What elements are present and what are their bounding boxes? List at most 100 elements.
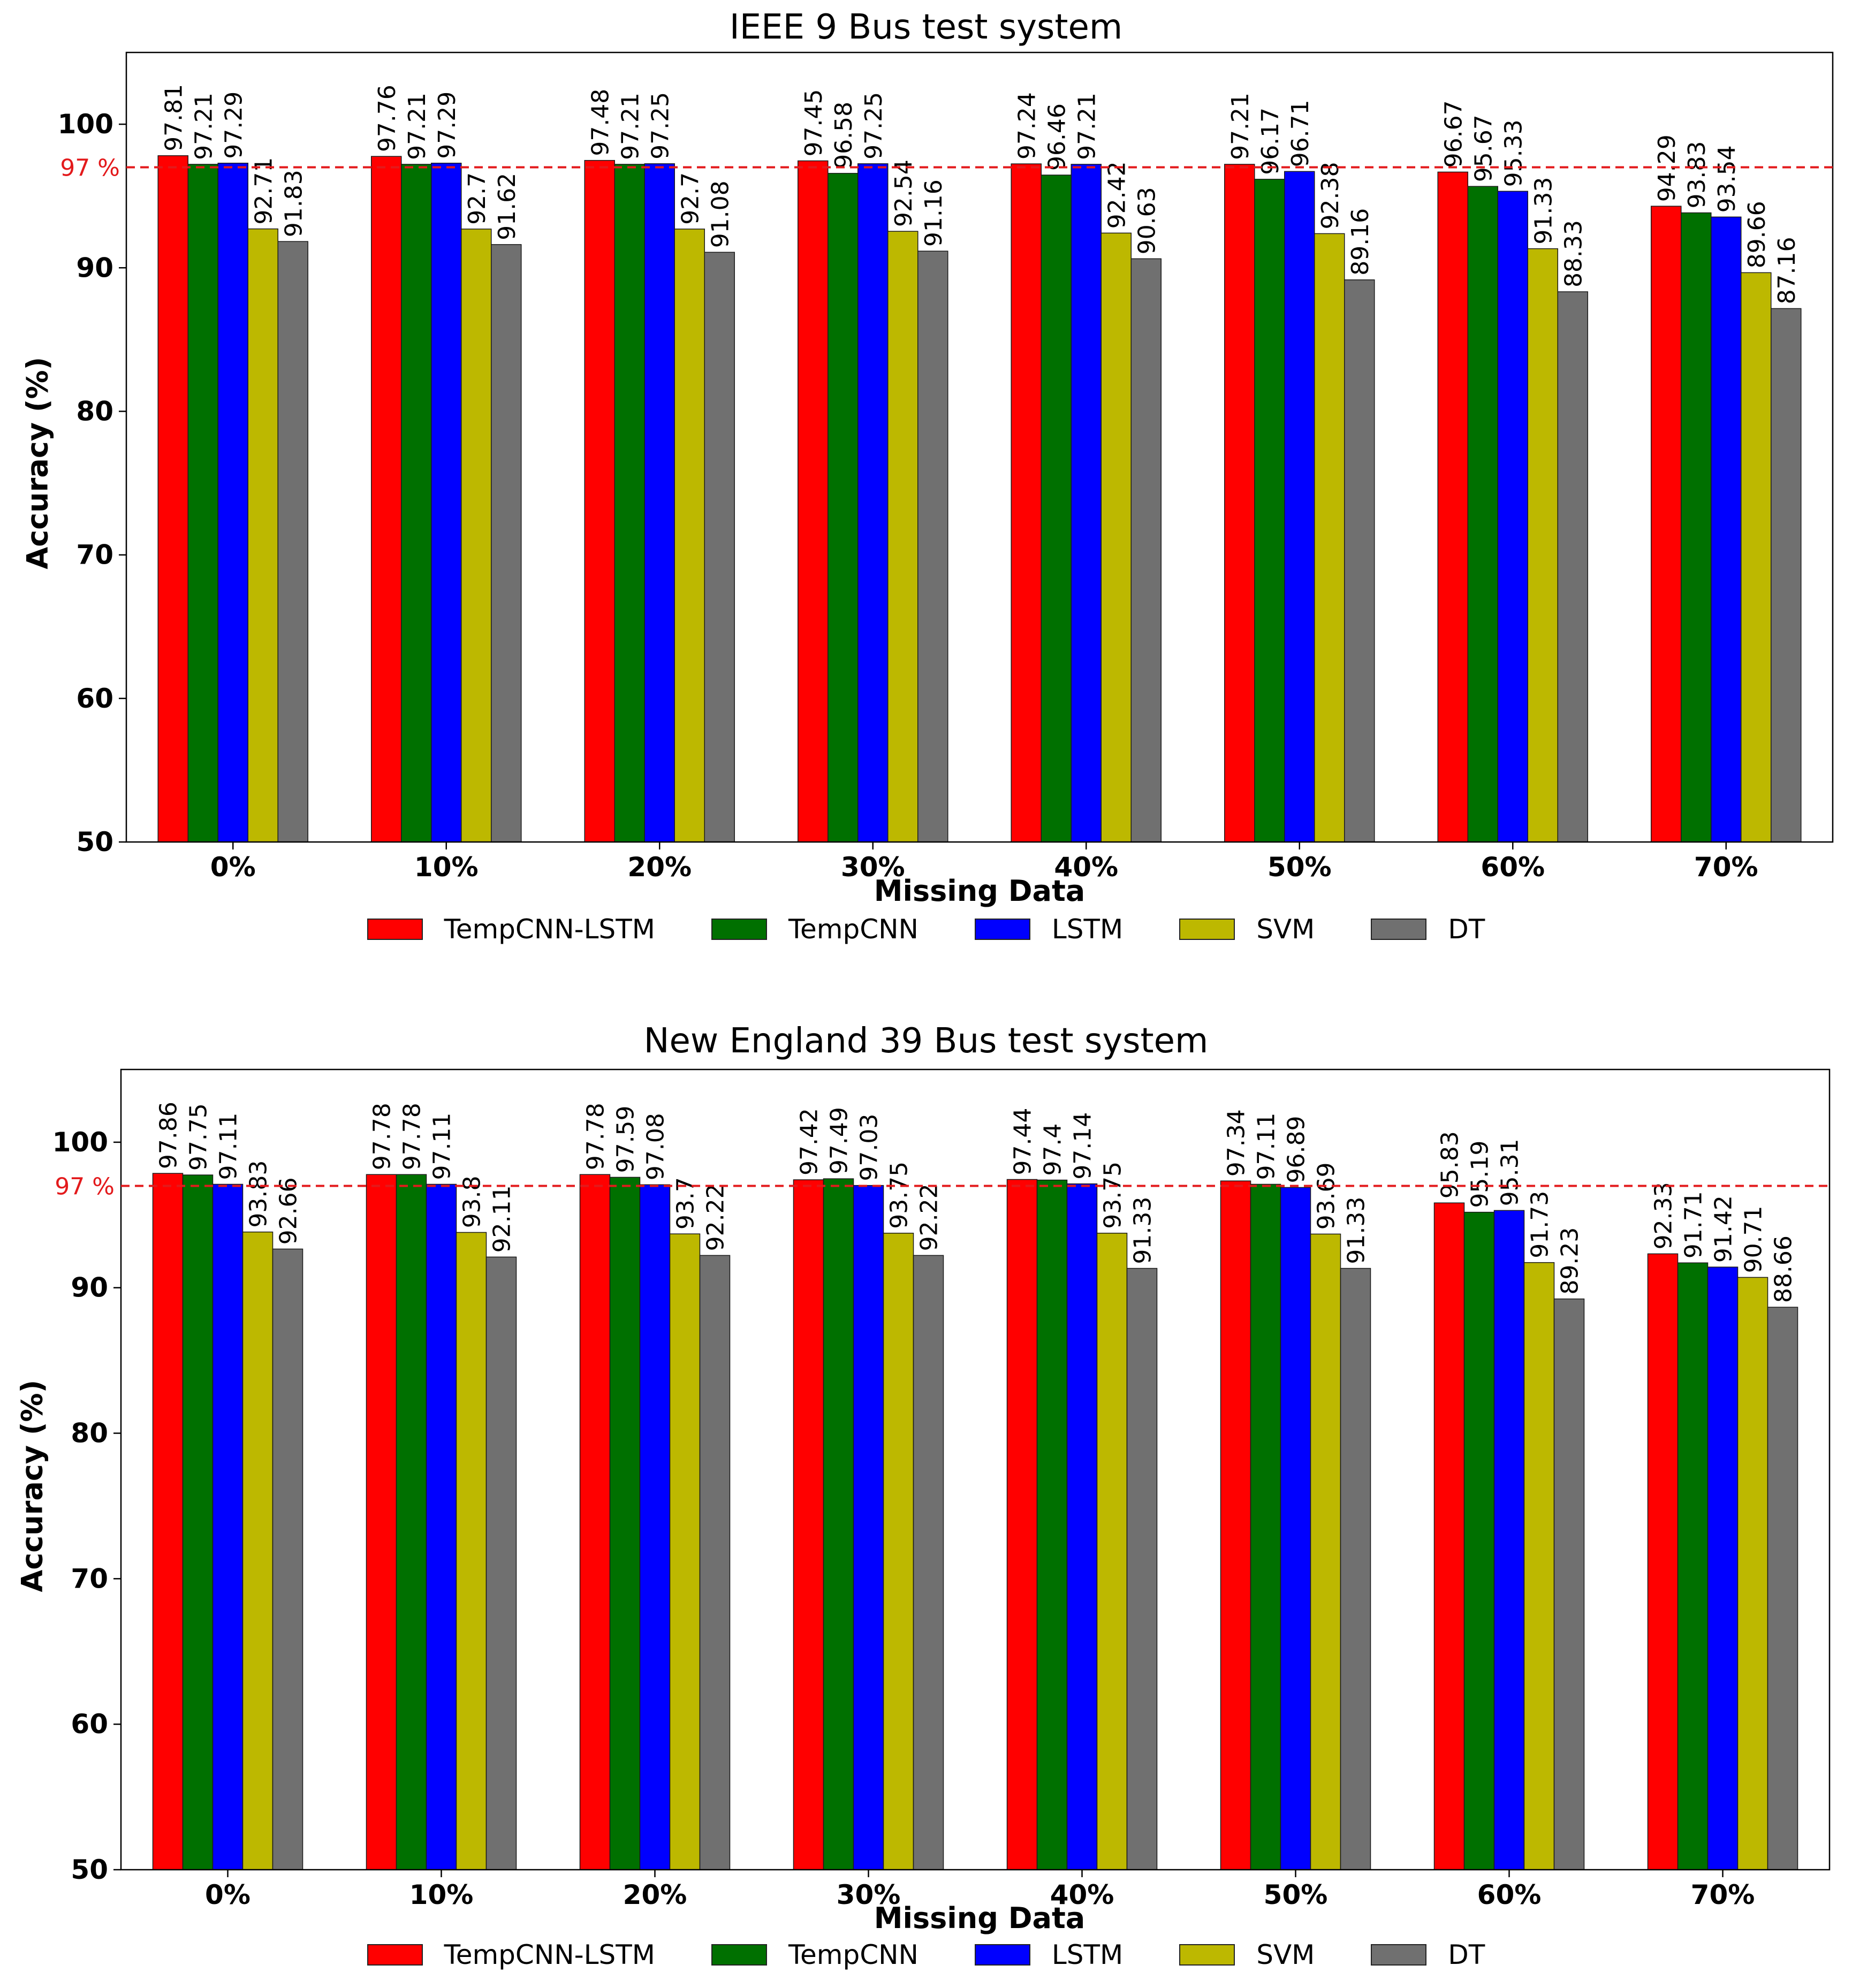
data-label: 95.19 <box>1467 1141 1494 1208</box>
data-label: 88.33 <box>1560 220 1587 287</box>
data-label: 93.69 <box>1313 1162 1340 1230</box>
data-label: 93.83 <box>1683 141 1711 209</box>
data-label: 97.11 <box>215 1112 242 1180</box>
bar-dt-70 <box>1767 1307 1798 1870</box>
legend-item-tempcnn: TempCNN <box>711 914 919 945</box>
bar-tempcnn-lstm-20 <box>579 1174 611 1870</box>
y-tick-label: 80 <box>76 396 113 427</box>
y-tick-label: 50 <box>76 826 113 858</box>
chart-panel-new-england-39: New England 39 Bus test system 97.86 97.7… <box>0 1006 1852 1988</box>
bar-lstm-0 <box>212 1183 244 1870</box>
bar-dt-40 <box>1126 1268 1158 1870</box>
bar-tempcnn-lstm-50 <box>1220 1180 1251 1870</box>
bar-lstm-0 <box>217 163 248 843</box>
legend-swatch <box>1179 919 1235 940</box>
data-label: 97.59 <box>612 1105 640 1173</box>
data-label: 93.54 <box>1713 145 1741 213</box>
bar-lstm-30 <box>853 1185 884 1870</box>
data-label: 91.16 <box>920 179 947 247</box>
bar-svm-0 <box>242 1231 274 1870</box>
data-label: 97.78 <box>582 1103 610 1170</box>
bar-svm-60 <box>1527 248 1558 843</box>
data-label: 92.22 <box>702 1183 730 1251</box>
bar-tempcnn-lstm-70 <box>1647 1253 1679 1870</box>
data-label: 92.54 <box>890 160 917 227</box>
chart-legend: TempCNN-LSTM TempCNN LSTM SVM DT <box>0 914 1852 945</box>
bar-lstm-40 <box>1071 164 1102 843</box>
data-label: 97.11 <box>429 1112 456 1180</box>
y-tick-label: 80 <box>71 1418 108 1449</box>
bar-dt-10 <box>491 244 522 843</box>
x-tick-label: 30% <box>837 1879 901 1910</box>
bar-lstm-30 <box>857 163 889 843</box>
data-label: 91.62 <box>494 173 521 240</box>
data-label: 97.11 <box>1253 1112 1280 1180</box>
x-tick-label: 40% <box>1054 852 1118 883</box>
bar-tempcnn-40 <box>1036 1179 1068 1870</box>
y-tick-label: 60 <box>76 683 113 714</box>
bar-lstm-40 <box>1066 1183 1098 1870</box>
data-label: 97.14 <box>1069 1112 1097 1180</box>
x-tick-label: 40% <box>1050 1879 1114 1910</box>
y-tick-label: 100 <box>52 1127 108 1158</box>
data-label: 97.21 <box>404 93 431 160</box>
legend-swatch <box>1371 919 1427 940</box>
data-label: 93.8 <box>459 1175 486 1228</box>
data-label: 90.71 <box>1740 1205 1767 1273</box>
bar-svm-20 <box>674 229 705 843</box>
data-label: 96.89 <box>1283 1116 1310 1183</box>
x-tick-label: 10% <box>409 1879 474 1910</box>
data-label: 97.29 <box>220 92 247 159</box>
x-tick-label: 60% <box>1481 852 1545 883</box>
data-label: 97.44 <box>1010 1108 1037 1175</box>
legend-label: DT <box>1448 914 1485 945</box>
bar-tempcnn-10 <box>401 164 432 843</box>
data-label: 97.24 <box>1013 92 1041 160</box>
data-label: 96.17 <box>1257 108 1284 175</box>
legend-swatch <box>1179 1944 1235 1966</box>
bar-lstm-70 <box>1707 1266 1739 1870</box>
chart-plot: 97.81 97.76 97.48 97.45 97.24 97.21 96.6794.29… <box>58 51 1834 883</box>
bar-tempcnn-60 <box>1467 186 1498 843</box>
bar-tempcnn-40 <box>1041 174 1072 843</box>
data-label: 97.21 <box>190 93 217 160</box>
y-tick-label: 70 <box>76 540 113 571</box>
x-tick-label: 20% <box>623 1879 687 1910</box>
y-tick-label: 60 <box>71 1709 108 1740</box>
data-label: 91.71 <box>1680 1191 1707 1258</box>
data-label: 97.21 <box>617 93 644 160</box>
bar-tempcnn-30 <box>828 173 859 843</box>
data-label: 97.29 <box>434 92 461 159</box>
data-label: 91.73 <box>1527 1191 1554 1258</box>
y-tick-label: 90 <box>71 1272 108 1303</box>
data-label: 91.83 <box>280 170 307 237</box>
chart-title: IEEE 9 Bus test system <box>729 7 1123 47</box>
data-label: 97.4 <box>1039 1124 1067 1176</box>
bar-svm-50 <box>1314 233 1345 843</box>
bar-svm-0 <box>247 228 278 843</box>
data-label: 97.03 <box>856 1114 883 1181</box>
bar-dt-60 <box>1553 1298 1585 1870</box>
y-tick-label: 70 <box>71 1563 108 1594</box>
reference-line-label: 97 % <box>60 155 120 182</box>
data-label: 95.83 <box>1437 1131 1464 1198</box>
legend-swatch <box>367 1944 423 1966</box>
legend-item-tempcnn-lstm: TempCNN-LSTM <box>367 914 655 945</box>
x-axis-label: Missing Data <box>874 1901 1086 1935</box>
data-label: 93.75 <box>1099 1162 1127 1229</box>
bar-dt-20 <box>704 252 735 843</box>
data-label: 97.21 <box>1227 93 1254 160</box>
data-label: 97.75 <box>185 1103 212 1171</box>
bar-tempcnn-20 <box>614 164 645 843</box>
bar-svm-30 <box>887 231 919 843</box>
legend-item-svm: SVM <box>1179 914 1315 945</box>
x-tick-label: 70% <box>1694 852 1758 883</box>
data-label: 95.67 <box>1470 115 1497 182</box>
legend-item-dt: DT <box>1371 1939 1485 1970</box>
data-label: 92.7 <box>677 172 704 225</box>
data-label: 89.23 <box>1557 1227 1584 1295</box>
bar-dt-30 <box>913 1255 944 1870</box>
legend-label: LSTM <box>1051 1939 1124 1970</box>
x-axis-label: Missing Data <box>874 874 1086 908</box>
bar-tempcnn-10 <box>396 1174 427 1870</box>
